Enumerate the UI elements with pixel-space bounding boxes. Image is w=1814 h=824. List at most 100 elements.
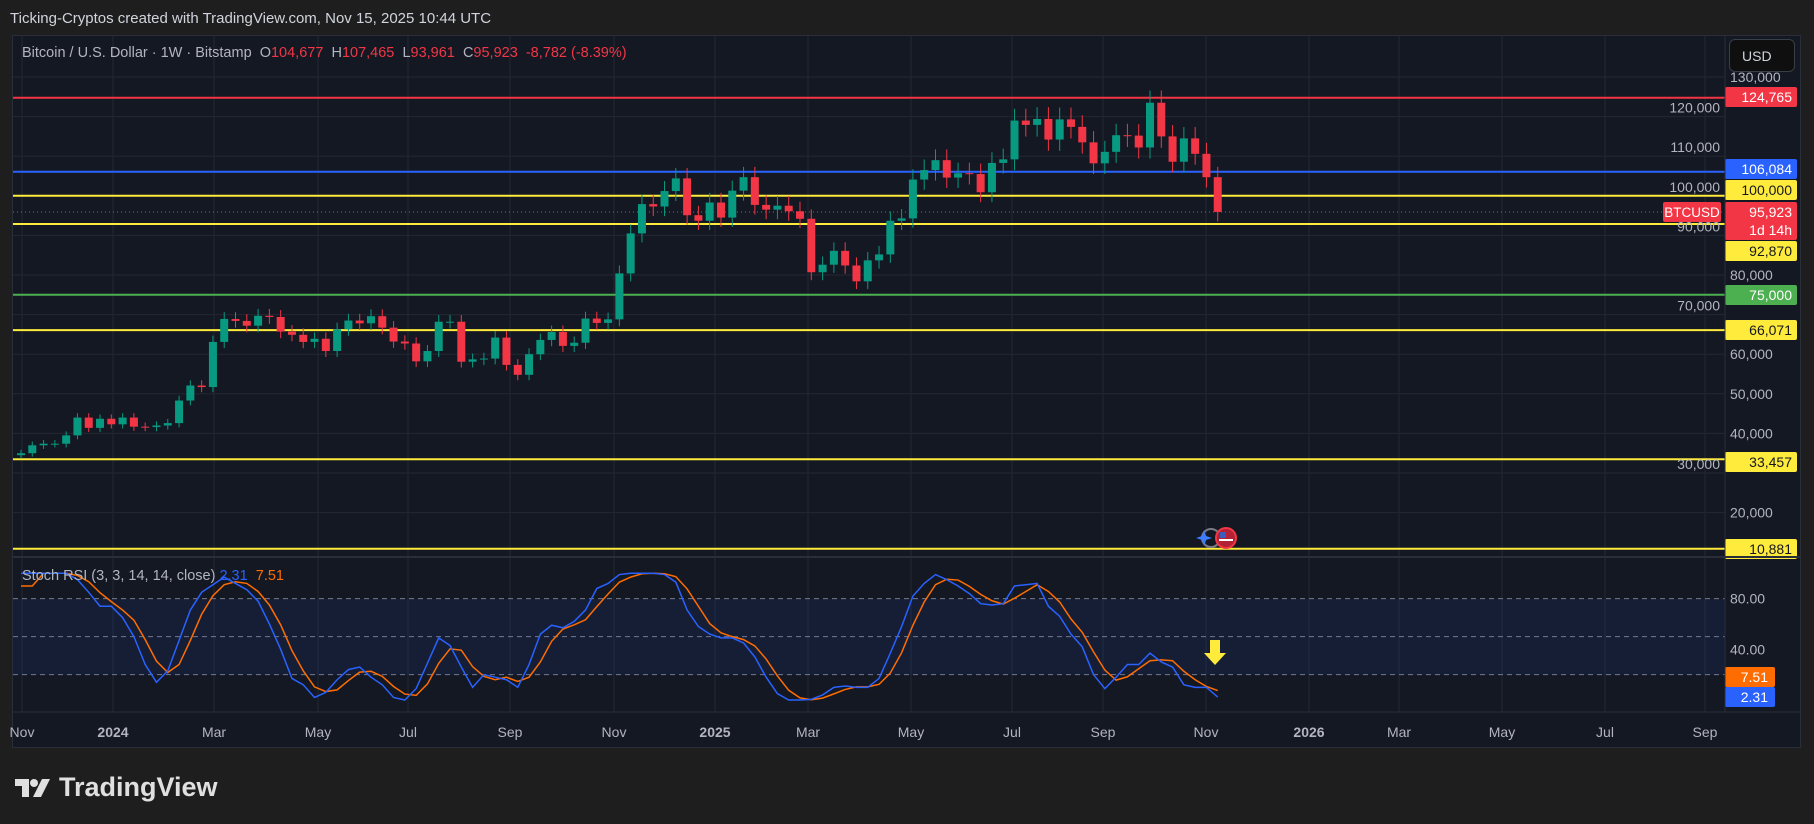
price-axis-label: 120,000 — [1669, 100, 1720, 116]
symbol-legend: Bitcoin / U.S. Dollar · 1W · Bitstamp O1… — [22, 45, 627, 61]
currency-button[interactable]: USD — [1729, 39, 1795, 72]
time-axis-label: Sep — [498, 724, 523, 740]
price-label-badge — [1725, 452, 1797, 472]
candle-body — [412, 343, 421, 362]
price-label-badge — [1725, 285, 1797, 305]
candle-body — [1100, 151, 1109, 164]
price-label-badge — [1725, 241, 1797, 261]
indicator-legend[interactable]: Stoch RSI (3, 3, 14, 14, close) 2.31 7.5… — [22, 568, 284, 584]
candle-body — [1202, 153, 1211, 178]
candle-body — [829, 250, 838, 265]
chart-panel[interactable] — [12, 35, 1801, 748]
price-label-badge — [1725, 180, 1797, 200]
candle-body — [987, 162, 996, 193]
candle-body — [649, 204, 658, 207]
time-axis-label: Mar — [202, 724, 226, 740]
candle-body — [807, 218, 816, 273]
candle-body — [39, 443, 48, 446]
candle-body — [28, 445, 37, 454]
candle-body — [1055, 119, 1064, 140]
candle-body — [525, 354, 534, 375]
close-value: 95,923 — [473, 45, 518, 61]
price-label-text: 92,870 — [1749, 243, 1792, 259]
price-axis-label: 20,000 — [1730, 505, 1773, 521]
candle-body — [242, 320, 251, 326]
candle-body — [434, 321, 443, 352]
candle-body — [796, 211, 805, 219]
time-axis-label: Sep — [1091, 724, 1116, 740]
candle-body — [457, 321, 466, 362]
candle-body — [716, 202, 725, 218]
events-icon[interactable] — [1196, 527, 1237, 549]
stoch-band — [13, 599, 1725, 675]
candle-body — [299, 334, 308, 342]
candle-body — [220, 318, 229, 342]
price-label-badge — [1725, 159, 1797, 179]
candle-body — [1010, 120, 1019, 160]
countdown-text: 1d 14h — [1749, 222, 1792, 238]
time-axis-label: May — [1489, 724, 1515, 740]
candle-body — [976, 174, 985, 193]
candle-body — [818, 264, 827, 273]
open-value: 104,677 — [270, 45, 324, 61]
time-axis-label: May — [898, 724, 924, 740]
candle-body — [931, 160, 940, 171]
candle-body — [841, 250, 850, 266]
candle-body — [276, 316, 285, 332]
candle-body — [637, 204, 646, 234]
candle-body — [920, 170, 929, 180]
grid — [13, 36, 1725, 712]
time-axis-label: Mar — [796, 724, 820, 740]
symbol-badge — [1663, 201, 1721, 222]
time-axis-label: Mar — [1387, 724, 1411, 740]
candle-body — [773, 205, 782, 210]
candle-body — [897, 218, 906, 221]
d-value-badge-text: 7.51 — [1741, 669, 1768, 685]
candle-body — [17, 453, 25, 456]
time-axis-label: May — [305, 724, 331, 740]
candle-body — [570, 342, 579, 346]
price-label-text: 10,881 — [1749, 541, 1792, 557]
stoch-d-line — [21, 572, 1218, 701]
candle-body — [536, 339, 545, 355]
price-axis-label: 30,000 — [1677, 456, 1720, 472]
time-axis-label: Jul — [1596, 724, 1614, 740]
low-label: L — [402, 45, 411, 61]
candle-body — [581, 318, 590, 343]
candle-body — [954, 173, 963, 178]
candle-body — [852, 265, 861, 282]
candle-body — [254, 315, 263, 326]
price-axis-label: 110,000 — [1670, 139, 1720, 155]
high-label: H — [331, 45, 342, 61]
candle-body — [1179, 138, 1188, 162]
candle-body — [84, 417, 93, 428]
price-label-badge — [1725, 539, 1797, 559]
symbol-name[interactable]: Bitcoin / U.S. Dollar · 1W · Bitstamp — [22, 45, 252, 61]
candle-body — [186, 385, 195, 401]
current-price-badge — [1725, 201, 1797, 240]
price-label-text: 33,457 — [1749, 454, 1792, 470]
price-axis-label: 130,000 — [1730, 69, 1781, 85]
candle-body — [468, 359, 477, 362]
time-axis-label: 2026 — [1293, 724, 1324, 740]
candle-body — [355, 320, 364, 324]
candle-body — [592, 318, 601, 323]
candle-body — [333, 329, 342, 352]
stoch-k-line — [21, 572, 1219, 701]
candle-body — [231, 318, 240, 321]
candle-body — [999, 159, 1008, 163]
time-axis-label: 2024 — [97, 724, 128, 740]
tradingview-logo[interactable]: TradingView — [15, 772, 218, 803]
candle-body — [683, 178, 692, 216]
candle-body — [1157, 102, 1166, 137]
candle-body — [1213, 177, 1222, 212]
candle-body — [129, 417, 138, 427]
indicator-axis-label: 40.00 — [1730, 641, 1765, 657]
candle-body — [491, 337, 500, 359]
candle-body — [558, 332, 567, 346]
k-value-badge-text: 2.31 — [1741, 689, 1768, 705]
candle-body — [863, 260, 872, 282]
candle-body — [152, 425, 161, 428]
candle-body — [1089, 142, 1098, 164]
